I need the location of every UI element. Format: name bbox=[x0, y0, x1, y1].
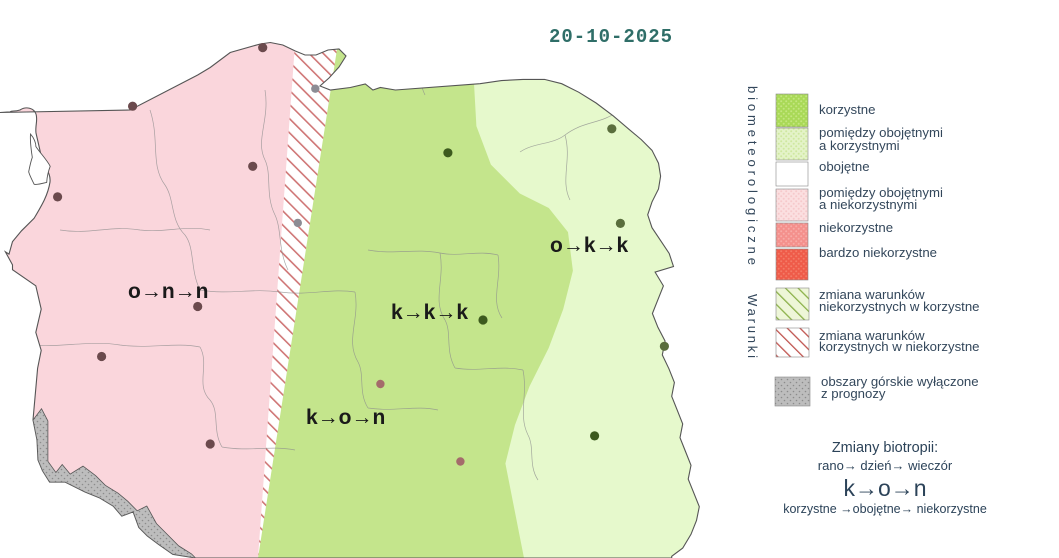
svg-text:Zmiany biotropii:: Zmiany biotropii: bbox=[832, 440, 938, 456]
svg-text:a korzystnymi: a korzystnymi bbox=[819, 138, 900, 153]
svg-text:k→o→n: k→o→n bbox=[843, 475, 926, 501]
svg-text:rano→ dzień→ wieczór: rano→ dzień→ wieczór bbox=[818, 458, 953, 473]
svg-text:o→n→n: o→n→n bbox=[128, 280, 208, 303]
svg-text:niekorzystne: niekorzystne bbox=[819, 220, 893, 235]
svg-text:korzystne →obojętne→ niekorzys: korzystne →obojętne→ niekorzystne bbox=[783, 502, 987, 516]
svg-text:bardzo niekorzystne: bardzo niekorzystne bbox=[819, 245, 937, 260]
svg-text:korzystnych w niekorzystne: korzystnych w niekorzystne bbox=[819, 339, 980, 354]
svg-text:niekorzystnych w korzystne: niekorzystnych w korzystne bbox=[819, 299, 980, 314]
svg-text:obojętne: obojętne bbox=[819, 159, 870, 174]
svg-text:korzystne: korzystne bbox=[819, 102, 875, 117]
svg-text:Warunki: Warunki bbox=[745, 294, 760, 361]
svg-text:biometeorologiczne: biometeorologiczne bbox=[745, 86, 760, 269]
svg-text:20-10-2025: 20-10-2025 bbox=[549, 26, 673, 48]
svg-text:a niekorzystnymi: a niekorzystnymi bbox=[819, 197, 917, 212]
svg-text:k→o→n: k→o→n bbox=[306, 406, 385, 429]
svg-text:k→k→k: k→k→k bbox=[391, 301, 468, 324]
svg-text:z prognozy: z prognozy bbox=[821, 386, 886, 401]
svg-text:o→k→k: o→k→k bbox=[550, 234, 629, 257]
